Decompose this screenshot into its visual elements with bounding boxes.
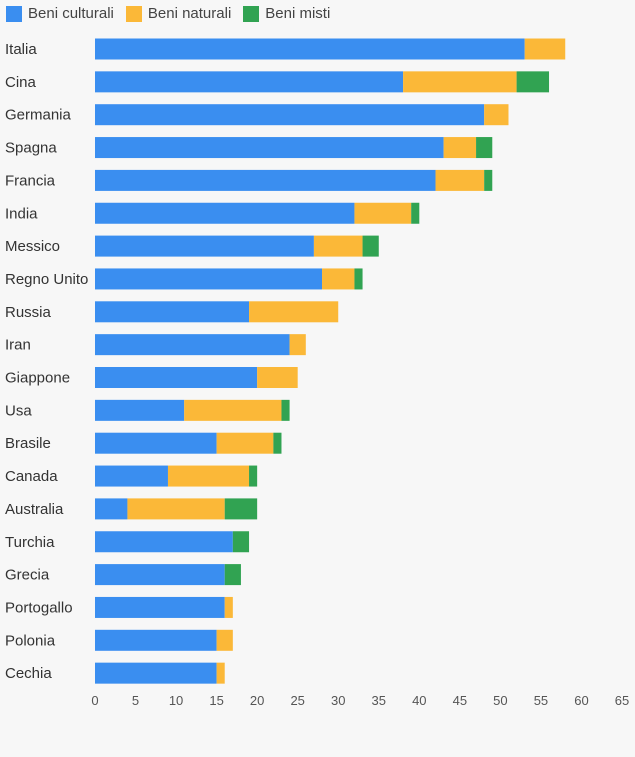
legend-swatch-naturali <box>125 5 142 22</box>
category-label: Cechia <box>5 665 52 682</box>
category-label: Australia <box>5 501 64 518</box>
legend-item-naturali[interactable]: Beni naturali <box>125 5 232 22</box>
bar-segment-naturali[interactable] <box>403 71 517 93</box>
x-tick-label: 50 <box>493 693 507 708</box>
category-label: Giappone <box>5 370 70 387</box>
bar-segment-culturali[interactable] <box>95 531 233 553</box>
x-tick-label: 0 <box>91 693 98 708</box>
bar-segment-misti[interactable] <box>354 268 363 290</box>
bar-segment-culturali[interactable] <box>95 104 485 126</box>
bar-segment-naturali[interactable] <box>322 268 355 290</box>
bar-segment-misti[interactable] <box>224 564 241 586</box>
bar-segment-naturali[interactable] <box>216 629 233 651</box>
bar-segment-misti[interactable] <box>516 71 550 93</box>
bar-segment-culturali[interactable] <box>95 334 290 356</box>
bar-segment-naturali[interactable] <box>313 235 363 257</box>
legend-label-culturali: Beni culturali <box>28 5 114 22</box>
bar-segment-culturali[interactable] <box>95 38 525 60</box>
bar-segment-culturali[interactable] <box>95 629 217 651</box>
category-label: Iran <box>5 337 31 354</box>
bar-segment-naturali[interactable] <box>184 399 282 421</box>
x-tick-label: 40 <box>412 693 426 708</box>
bar-segment-naturali[interactable] <box>524 38 566 60</box>
bar-segment-naturali[interactable] <box>216 662 225 684</box>
category-label: Usa <box>5 402 32 419</box>
bar-segment-culturali[interactable] <box>95 202 355 224</box>
category-label: Canada <box>5 468 58 485</box>
bar-segment-misti[interactable] <box>476 137 493 159</box>
bar-segment-culturali[interactable] <box>95 432 217 454</box>
legend: Beni culturali Beni naturali Beni misti <box>6 5 330 22</box>
bar-segment-misti[interactable] <box>281 399 290 421</box>
x-tick-label: 10 <box>169 693 183 708</box>
category-label: Italia <box>5 41 37 58</box>
x-tick-label: 20 <box>250 693 264 708</box>
legend-item-culturali[interactable]: Beni culturali <box>6 5 114 22</box>
category-label: India <box>5 205 38 222</box>
bar-segment-misti[interactable] <box>362 235 379 257</box>
bar-segment-culturali[interactable] <box>95 301 250 323</box>
bar-segment-misti[interactable] <box>232 531 250 553</box>
x-tick-label: 5 <box>132 693 139 708</box>
bar-segment-culturali[interactable] <box>95 268 323 290</box>
category-label: Portogallo <box>5 599 73 616</box>
bar-segment-misti[interactable] <box>224 498 258 520</box>
x-tick-label: 45 <box>453 693 467 708</box>
bar-segment-culturali[interactable] <box>95 367 258 388</box>
bar-segment-naturali[interactable] <box>435 169 485 191</box>
bar-segment-naturali[interactable] <box>443 137 477 159</box>
category-label: Germania <box>5 107 72 124</box>
bar-segment-naturali[interactable] <box>167 465 250 487</box>
category-label: Messico <box>5 238 60 255</box>
x-tick-label: 30 <box>331 693 345 708</box>
legend-swatch-misti <box>243 5 260 22</box>
bar-segment-misti[interactable] <box>249 465 258 487</box>
bar-segment-misti[interactable] <box>273 432 282 454</box>
category-label: Polonia <box>5 632 56 649</box>
bar-segment-naturali[interactable] <box>249 301 339 323</box>
category-label: Francia <box>5 172 56 189</box>
bar-segment-naturali[interactable] <box>289 334 306 356</box>
bar-segment-naturali[interactable] <box>354 202 412 224</box>
category-label: Regno Unito <box>5 271 88 288</box>
legend-label-misti: Beni misti <box>265 5 331 22</box>
legend-item-misti[interactable]: Beni misti <box>243 5 330 22</box>
category-label: Grecia <box>5 567 50 584</box>
bar-segment-culturali[interactable] <box>95 465 168 487</box>
bar-segment-naturali[interactable] <box>257 367 298 388</box>
bar-segment-naturali[interactable] <box>224 596 233 618</box>
category-label: Spagna <box>5 140 57 157</box>
bar-segment-culturali[interactable] <box>95 235 314 257</box>
bar-segment-naturali[interactable] <box>216 432 274 454</box>
bar-segment-culturali[interactable] <box>95 169 436 191</box>
x-tick-label: 25 <box>290 693 304 708</box>
bar-segment-misti[interactable] <box>411 202 420 224</box>
bar-segment-misti[interactable] <box>484 169 493 191</box>
bar-segment-culturali[interactable] <box>95 71 404 93</box>
legend-swatch-culturali <box>6 5 22 22</box>
bar-segment-culturali[interactable] <box>95 596 225 618</box>
category-label: Cina <box>5 74 37 91</box>
x-tick-label: 65 <box>615 693 629 708</box>
category-label: Russia <box>5 304 52 321</box>
category-label: Brasile <box>5 435 51 452</box>
legend-label-naturali: Beni naturali <box>147 5 232 22</box>
bar-segment-culturali[interactable] <box>95 137 444 159</box>
x-tick-label: 55 <box>534 693 548 708</box>
x-tick-label: 60 <box>574 693 588 708</box>
bar-segment-culturali[interactable] <box>95 399 185 421</box>
bar-segment-culturali[interactable] <box>95 564 225 586</box>
bar-segment-naturali[interactable] <box>484 104 509 126</box>
bar-segment-culturali[interactable] <box>95 662 217 684</box>
bar-segment-culturali[interactable] <box>95 498 128 520</box>
bar-segment-naturali[interactable] <box>127 498 225 520</box>
x-tick-label: 15 <box>209 693 223 708</box>
category-label: Turchia <box>5 534 55 551</box>
x-tick-label: 35 <box>372 693 386 708</box>
